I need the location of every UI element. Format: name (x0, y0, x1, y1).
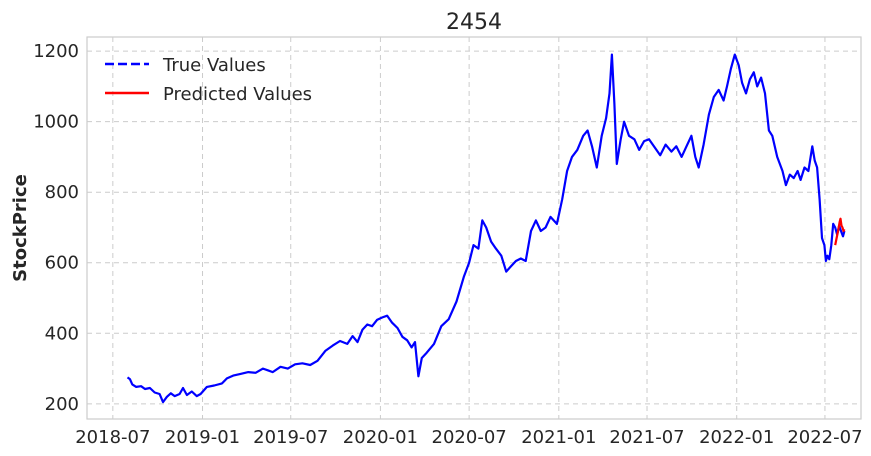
x-tick-label: 2021-07 (609, 427, 684, 448)
y-axis-label: StockPrice (10, 174, 31, 282)
x-tick-label: 2019-07 (253, 427, 328, 448)
y-tick-label: 600 (45, 253, 79, 274)
y-tick-label: 200 (45, 394, 79, 415)
legend: True Values Predicted Values (105, 55, 312, 105)
plot-frame (86, 36, 862, 420)
legend-predicted-values-label: Predicted Values (163, 84, 312, 105)
y-tick-label: 1000 (33, 112, 79, 133)
y-tick-label: 400 (45, 323, 79, 344)
y-tick-label: 800 (45, 182, 79, 203)
x-tick-label: 2020-07 (432, 427, 507, 448)
y-tick-labels: 200 400 600 800 1000 1200 (33, 41, 79, 415)
y-tick-label: 1200 (33, 41, 79, 62)
x-tick-label: 2019-01 (165, 427, 240, 448)
series-lines (126, 53, 846, 404)
x-tick-label: 2022-01 (699, 427, 774, 448)
legend-true-values-label: True Values (162, 55, 266, 76)
grid-lines (87, 37, 861, 419)
x-tick-label: 2020-01 (343, 427, 418, 448)
chart-title: 2454 (446, 10, 502, 35)
true-values-line (126, 53, 846, 404)
x-tick-label: 2018-07 (75, 427, 150, 448)
x-tick-labels: 2018-07 2019-01 2019-07 2020-01 2020-07 2021-… (75, 427, 862, 448)
predicted-values-line (834, 217, 846, 246)
x-tick-label: 2022-07 (787, 427, 862, 448)
x-tick-label: 2021-01 (521, 427, 596, 448)
